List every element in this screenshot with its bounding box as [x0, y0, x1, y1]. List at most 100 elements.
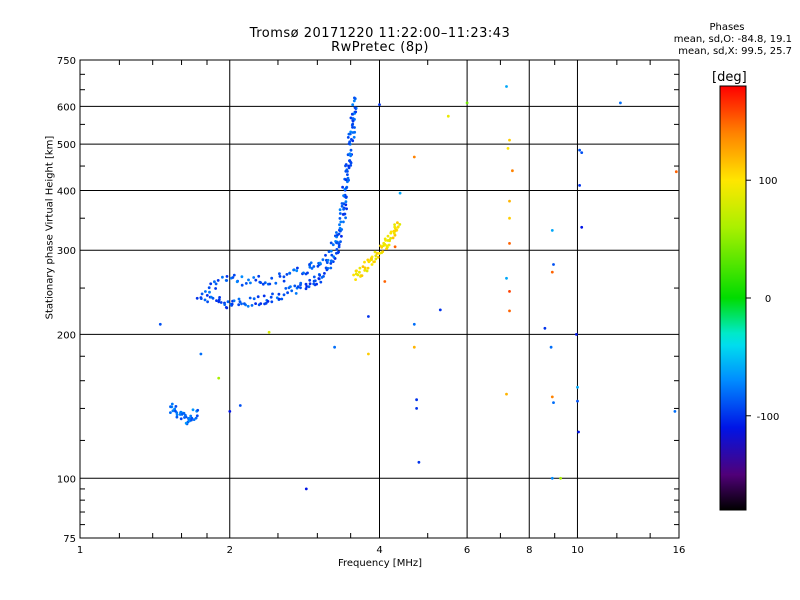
trace-point [203, 298, 207, 302]
trace-point [226, 300, 230, 304]
scatter-point [508, 138, 511, 142]
x-axis-label: Frequency [MHz] [337, 558, 423, 569]
trace-point [256, 295, 260, 299]
trace-point [240, 302, 243, 306]
trace-point [368, 259, 372, 263]
trace-point [225, 275, 229, 278]
trace-point [248, 296, 252, 300]
y-tick-label: 500 [57, 140, 76, 151]
trace-point [243, 302, 246, 306]
trace-point [352, 99, 356, 103]
trace-point [257, 303, 261, 307]
trace-point [194, 416, 198, 420]
trace-point [329, 241, 333, 245]
trace-point [341, 185, 344, 189]
trace-point [289, 285, 292, 288]
trace-point [343, 212, 347, 216]
scatter-point [577, 430, 580, 434]
trace-point [282, 279, 286, 283]
trace-point [317, 277, 321, 280]
y-tick-label: 75 [63, 534, 76, 545]
trace-point [329, 262, 333, 265]
trace-point [351, 122, 355, 126]
phases-legend: Phases mean, sd,O: -84.8, 19.1 mean, sd,… [602, 22, 792, 58]
trace-point [308, 282, 312, 286]
trace-point [270, 300, 274, 304]
scatter-point [415, 407, 418, 410]
trace-point [344, 200, 348, 204]
trace-point [355, 269, 358, 273]
trace-point [217, 298, 221, 302]
trace-point [223, 303, 227, 306]
trace-point [354, 110, 358, 114]
trace-point [211, 296, 215, 300]
trace-point [358, 270, 361, 274]
trace-point [204, 290, 207, 293]
trace-point [196, 408, 200, 412]
scatter-point [415, 398, 418, 402]
trace-point [249, 281, 252, 285]
trace-point [329, 249, 333, 253]
trace-point [340, 202, 344, 205]
trace-point [232, 273, 236, 277]
trace-point [349, 148, 353, 152]
trace-point [174, 409, 177, 413]
x-tick-label: 2 [227, 545, 233, 556]
trace-point [238, 300, 242, 304]
trace-point [183, 416, 186, 419]
colorbar [719, 85, 747, 511]
trace-point [332, 255, 336, 259]
trace-point [285, 273, 289, 276]
scatter-point [550, 395, 554, 399]
trace-point [282, 275, 286, 279]
trace-point [345, 207, 348, 211]
scatter-point [505, 392, 508, 396]
trace-point [363, 266, 367, 270]
trace-point [338, 217, 342, 220]
scatter-point [228, 410, 232, 413]
trace-point [262, 294, 266, 298]
x-tick-label: 4 [376, 545, 382, 556]
trace-point [351, 131, 355, 134]
trace-point [231, 276, 235, 279]
trace-point [280, 297, 284, 301]
trace-point [263, 281, 267, 285]
phases-title: Phases [709, 22, 745, 33]
trace-point [347, 166, 351, 170]
trace-point [294, 292, 298, 295]
trace-point [207, 286, 211, 290]
trace-point [360, 274, 364, 277]
trace-point [225, 279, 229, 282]
trace-point [174, 405, 178, 408]
scatter-point [578, 184, 581, 187]
trace-point [308, 278, 312, 282]
colorbar-tick-label: -100 [757, 412, 780, 423]
x-tick-label: 16 [673, 545, 686, 556]
scatter-point [412, 345, 416, 349]
colorbar-tick-label: 100 [758, 176, 777, 187]
trace-point [348, 132, 352, 136]
x-tick-label: 8 [526, 545, 532, 556]
scatter-point [508, 242, 511, 245]
scatter-point [393, 245, 397, 249]
trace-point [344, 164, 347, 168]
trace-point [319, 280, 323, 284]
scatter-point [578, 148, 581, 152]
trace-point [191, 408, 195, 412]
trace-point [392, 231, 396, 235]
trace-point [215, 299, 218, 302]
trace-point [266, 300, 270, 303]
trace-point [346, 176, 350, 180]
trace-point [340, 234, 343, 238]
trace-point [389, 236, 392, 240]
y-tick-label: 300 [57, 246, 76, 257]
trace-point [370, 263, 374, 266]
scatter-point [217, 376, 221, 380]
trace-point [247, 278, 250, 282]
scatter-point [549, 345, 553, 349]
trace-point [347, 178, 350, 182]
trace-point [175, 415, 179, 419]
trace-point [342, 207, 345, 211]
scatter-point [552, 401, 555, 404]
trace-point [292, 268, 296, 272]
